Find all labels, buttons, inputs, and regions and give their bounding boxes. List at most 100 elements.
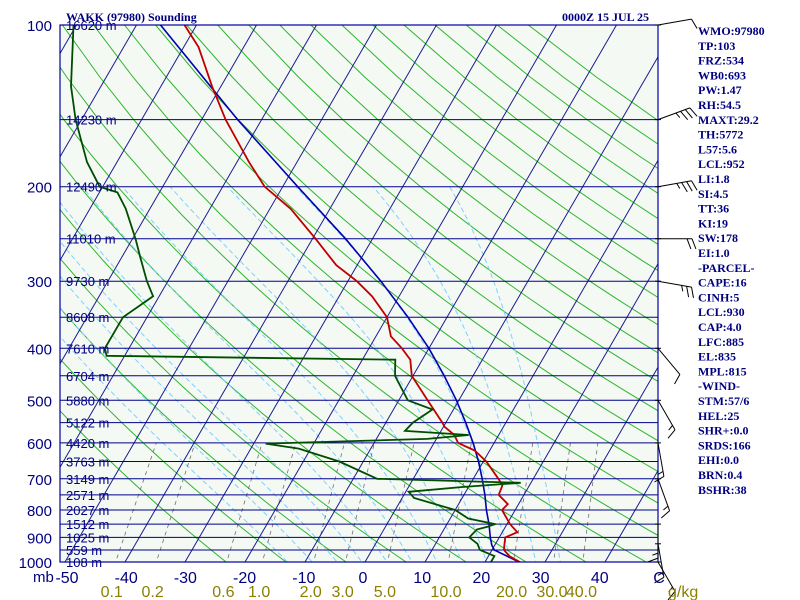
temperature-tick-label: 20 — [473, 570, 491, 587]
height-label: 1025 m — [66, 530, 109, 545]
dry-adiabat — [341, 25, 658, 272]
index-entry: EI:1.0 — [698, 246, 730, 260]
height-label: 16620 m — [66, 18, 117, 33]
wind-barb — [654, 442, 665, 483]
height-label: 5122 m — [66, 416, 109, 431]
index-entry: LCL:930 — [698, 305, 745, 319]
wind-barb — [655, 180, 698, 193]
temperature-tick-label: 30 — [532, 570, 550, 587]
isotherm — [364, 55, 658, 562]
moist-adiabat — [81, 186, 413, 562]
mixing-ratio-tick-label: 0.1 — [101, 584, 123, 600]
height-label: 5880 m — [66, 393, 109, 408]
isotherm — [60, 25, 137, 158]
mixing-ratio-line — [155, 442, 196, 562]
height-label: 3149 m — [66, 472, 109, 487]
height-label: 12490 m — [66, 180, 117, 195]
moist-adiabat — [60, 306, 313, 562]
pressure-tick-label: 100 — [27, 18, 52, 35]
index-entry: EL:835 — [698, 350, 736, 364]
wind-barb — [655, 107, 698, 121]
mixing-ratio-line — [344, 442, 375, 562]
index-entry: SHR+:0.0 — [698, 424, 749, 438]
temperature-tick-label: -30 — [174, 570, 197, 587]
index-entry: CAP:4.0 — [698, 320, 742, 334]
mixing-ratio-line — [261, 442, 297, 562]
height-label: 4420 m — [66, 436, 109, 451]
pressure-tick-label: 400 — [27, 341, 52, 358]
dry-adiabat — [60, 410, 227, 562]
isotherm — [184, 25, 497, 562]
mixing-ratio-tick-label: 20.0 — [496, 584, 527, 600]
pressure-tick-label: 900 — [27, 530, 52, 547]
mixing-ratio-tick-label: 0.6 — [212, 584, 234, 600]
index-entry: TH:5772 — [698, 128, 743, 142]
dry-adiabat — [155, 25, 658, 442]
dewpoint-line — [70, 25, 521, 562]
dry-adiabat — [93, 25, 658, 504]
moist-adiabat — [169, 186, 463, 562]
index-entry: CINH:5 — [698, 290, 739, 304]
index-entry: LCL:952 — [698, 157, 745, 171]
index-entry: RH:54.5 — [698, 98, 741, 112]
temperature-tick-label: 10 — [413, 570, 431, 587]
plot-frame — [59, 24, 659, 563]
mixing-ratio-tick-label: 30.0 — [536, 584, 567, 600]
moist-adiabat — [226, 186, 488, 562]
valid-time: 0000Z 15 JUL 25 — [562, 10, 649, 24]
dry-adiabat — [60, 113, 588, 562]
mixing-ratio-tick-label: 2.0 — [300, 584, 322, 600]
index-entry: SW:178 — [698, 231, 738, 245]
wind-barb — [647, 523, 661, 563]
isotherm — [304, 25, 617, 562]
index-entry: MAXT:29.2 — [698, 113, 759, 127]
mixing-ratio-unit-label: g/kg — [668, 584, 698, 600]
dry-adiabat — [186, 25, 658, 412]
index-entry: MPL:815 — [698, 364, 747, 378]
dry-adiabat — [60, 208, 468, 562]
height-label: 6704 m — [66, 369, 109, 384]
dry-adiabat — [248, 25, 658, 354]
dry-adiabat — [60, 307, 347, 562]
mixing-ratio-line — [115, 442, 157, 562]
isotherm — [604, 469, 658, 562]
mixing-ratio-line — [447, 442, 472, 562]
index-entry: BRN:0.4 — [698, 468, 742, 482]
index-entry: WMO:97980 — [698, 24, 765, 38]
isotherm — [124, 25, 437, 562]
mixing-ratio-tick-label: 40.0 — [566, 584, 597, 600]
mixing-ratio-tick-label: 5.0 — [374, 584, 396, 600]
index-entry: BSHR:38 — [698, 483, 747, 497]
parcel-trace-line — [159, 25, 521, 562]
isotherm — [244, 25, 557, 562]
index-entry: KI:19 — [698, 216, 728, 230]
pressure-tick-label: 600 — [27, 436, 52, 453]
temperature-tick-label: -20 — [233, 570, 256, 587]
mixing-ratio-tick-label: 3.0 — [331, 584, 353, 600]
isotherm — [60, 25, 257, 365]
dry-adiabat — [60, 257, 407, 562]
index-entry: TP:103 — [698, 39, 735, 53]
pressure-tick-label: 200 — [27, 180, 52, 197]
wind-barb — [655, 399, 676, 439]
wind-barb — [655, 347, 681, 385]
mixing-ratio-line — [513, 442, 534, 562]
pressure-unit-label: mb — [33, 569, 54, 586]
pressure-tick-label: 800 — [27, 503, 52, 520]
pressure-tick-label: 700 — [27, 472, 52, 489]
height-label: 2571 m — [66, 488, 109, 503]
index-entry: -PARCEL- — [698, 261, 754, 275]
temperature-tick-label: -40 — [115, 570, 138, 587]
index-entry: HEL:25 — [698, 409, 739, 423]
isotherm — [0, 25, 17, 573]
dry-adiabat — [310, 25, 658, 299]
index-entry: FRZ:534 — [698, 54, 744, 68]
dry-adiabat — [217, 25, 658, 383]
index-entry: TT:36 — [698, 202, 729, 216]
height-label: 9730 m — [66, 274, 109, 289]
profile-layer — [70, 25, 522, 562]
temperature-tick-label: 0 — [359, 570, 368, 587]
pressure-tick-label: 1000 — [19, 555, 52, 572]
temperature-tick-label: 40 — [591, 570, 609, 587]
